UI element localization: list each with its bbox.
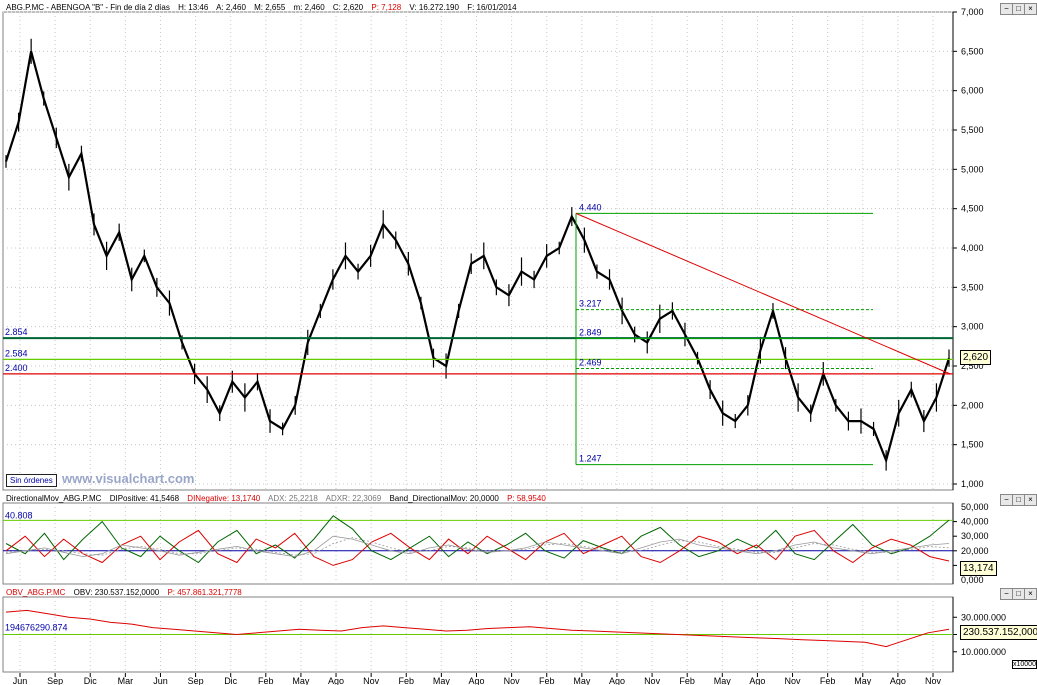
- main-chart-header: ABG.P.MC - ABENGOA "B" - Fin de día 2 dí…: [6, 3, 523, 12]
- dmi-y-tick-label-3: 30,000: [961, 531, 989, 541]
- x-tick-label-9: Ago: [328, 676, 344, 685]
- y-tick-label-2: 2,000: [961, 400, 984, 410]
- band-label: Band_DirectionalMov: 20,0000: [389, 494, 499, 503]
- dmi-series-DINegative: [5, 529, 950, 566]
- level-label-left_2584: 2.584: [5, 348, 28, 358]
- x-tick-label-19: Feb: [679, 676, 695, 685]
- sin-ordenes-button[interactable]: Sin órdenes: [6, 474, 57, 487]
- y-tick-label-0: 1,000: [961, 479, 984, 489]
- last-price-box: 2,620: [960, 350, 992, 365]
- x-tick-label-26: Nov: [925, 676, 942, 685]
- price-series-line: [4, 51, 951, 464]
- x-tick-label-20: May: [714, 676, 732, 685]
- fib-level-label-fib_3217: 3.217: [579, 299, 602, 309]
- dmi-y-tick-label-5: 50,000: [961, 502, 989, 512]
- dmi-header: DirectionalMov_ABG.P.MC DIPositive: 41,5…: [6, 494, 552, 503]
- y-tick-label-6: 4,000: [961, 243, 984, 253]
- obv-level-label: 194676290.874: [5, 623, 68, 633]
- x-tick-label-15: Feb: [539, 676, 555, 685]
- adxr-label: ADXR: 22,3069: [325, 494, 382, 503]
- x-tick-label-6: Dic: [224, 676, 237, 685]
- dmi-series-ADX: [5, 535, 950, 558]
- dineg-label: DINegative: 13,1740: [187, 494, 261, 503]
- obv-y-tick-label-0: 10.000.000: [961, 647, 1006, 657]
- fib-level-label-fib_4440: 4.440: [579, 202, 602, 212]
- x-tick-label-14: Nov: [504, 676, 521, 685]
- x-tick-label-7: Feb: [258, 676, 274, 685]
- x-tick-label-22: Nov: [785, 676, 802, 685]
- x-tick-label-18: Nov: [644, 676, 661, 685]
- dmi-p-label: P: 58,9540: [507, 494, 546, 503]
- x-tick-label-16: May: [573, 676, 591, 685]
- fib-level-label-fib_2849: 2.849: [579, 328, 602, 338]
- x-tick-label-25: Ago: [890, 676, 906, 685]
- symbol-label: ABG.P.MC - ABENGOA "B" - Fin de día 2 dí…: [6, 3, 170, 12]
- dmi-y-tick-label-2: 20,000: [961, 546, 989, 556]
- y-tick-label-1: 1,500: [961, 440, 984, 450]
- close-label: C: 2,620: [332, 3, 364, 12]
- y-tick-label-4: 3,000: [961, 322, 984, 332]
- dmi-level-label: 40.808: [5, 510, 33, 520]
- high-label: H: 13:46: [178, 3, 209, 12]
- obv-close-button[interactable]: ×: [1024, 588, 1037, 600]
- min-label: m: 2,460: [293, 3, 325, 12]
- obv-p-label: P: 457.861.321,7778: [167, 588, 242, 597]
- x-tick-label-13: Ago: [468, 676, 484, 685]
- y-tick-label-12: 7,000: [961, 7, 984, 17]
- y-tick-label-9: 5,500: [961, 125, 984, 135]
- x-tick-label-1: Sep: [47, 676, 63, 685]
- dmi-series-DIPositive: [5, 515, 950, 564]
- dmi-series-ADXR: [5, 537, 950, 556]
- dmi-y-tick-label-4: 40,000: [961, 517, 989, 527]
- x-tick-label-12: May: [433, 676, 451, 685]
- dmi-minimize-button[interactable]: −: [1000, 494, 1013, 506]
- pane-frame-1: [2, 502, 954, 585]
- adx-label: ADX: 25,2218: [268, 494, 318, 503]
- x-tick-label-24: May: [854, 676, 872, 685]
- level-label-left_2400: 2.400: [5, 363, 28, 373]
- obv-series-line: [5, 609, 950, 648]
- obv-scale-label: x10000: [1012, 660, 1037, 669]
- x-tick-label-23: Feb: [820, 676, 836, 685]
- fib-level-label-fib_1247: 1.247: [579, 454, 602, 464]
- x-tick-label-4: Jun: [153, 676, 168, 685]
- obv-value-label: OBV: 230.537.152,0000: [73, 588, 160, 597]
- x-tick-label-8: May: [292, 676, 310, 685]
- max-label: M: 2,655: [254, 3, 286, 12]
- p-label: P: 7,128: [371, 3, 402, 12]
- trendline: [575, 212, 951, 375]
- obv-name: OBV_ABG.P.MC: [6, 588, 66, 597]
- volume-label: V: 16.272.190: [409, 3, 459, 12]
- fib-level-label-fib_2469: 2.469: [579, 357, 602, 367]
- dmi-last-value-box: 13,174: [960, 561, 997, 576]
- level-label-left_2854: 2.854: [5, 327, 28, 337]
- obv-y-tick-label-2: 30.000.000: [961, 612, 1006, 622]
- y-tick-label-7: 4,500: [961, 204, 984, 214]
- y-tick-label-5: 3,500: [961, 282, 984, 292]
- x-tick-label-21: Ago: [749, 676, 765, 685]
- dmi-y-tick-label-0: 0,000: [961, 575, 984, 585]
- x-tick-label-10: Nov: [363, 676, 380, 685]
- date-label: F: 16/01/2014: [467, 3, 517, 12]
- y-tick-label-8: 5,000: [961, 164, 984, 174]
- y-tick-label-10: 6,000: [961, 86, 984, 96]
- x-tick-label-0: Jun: [13, 676, 28, 685]
- obv-header: OBV_ABG.P.MC OBV: 230.537.152,0000 P: 45…: [6, 588, 248, 597]
- x-tick-label-17: Ago: [609, 676, 625, 685]
- x-tick-label-2: Dic: [84, 676, 97, 685]
- close-button[interactable]: ×: [1024, 3, 1037, 15]
- obv-maximize-button[interactable]: □: [1012, 588, 1025, 600]
- obv-last-value-box: 230.537.152,000: [960, 625, 1037, 640]
- x-tick-label-5: Sep: [188, 676, 204, 685]
- y-tick-label-3: 2,500: [961, 361, 984, 371]
- dipos-label: DIPositive: 41,5468: [109, 494, 180, 503]
- visualchart-logo: www.visualchart.com: [62, 471, 195, 486]
- x-tick-label-11: Feb: [399, 676, 415, 685]
- x-tick-label-3: Mar: [118, 676, 134, 685]
- ask-label: A: 2,460: [216, 3, 246, 12]
- dmi-name: DirectionalMov_ABG.P.MC: [6, 494, 102, 503]
- y-tick-label-11: 6,500: [961, 46, 984, 56]
